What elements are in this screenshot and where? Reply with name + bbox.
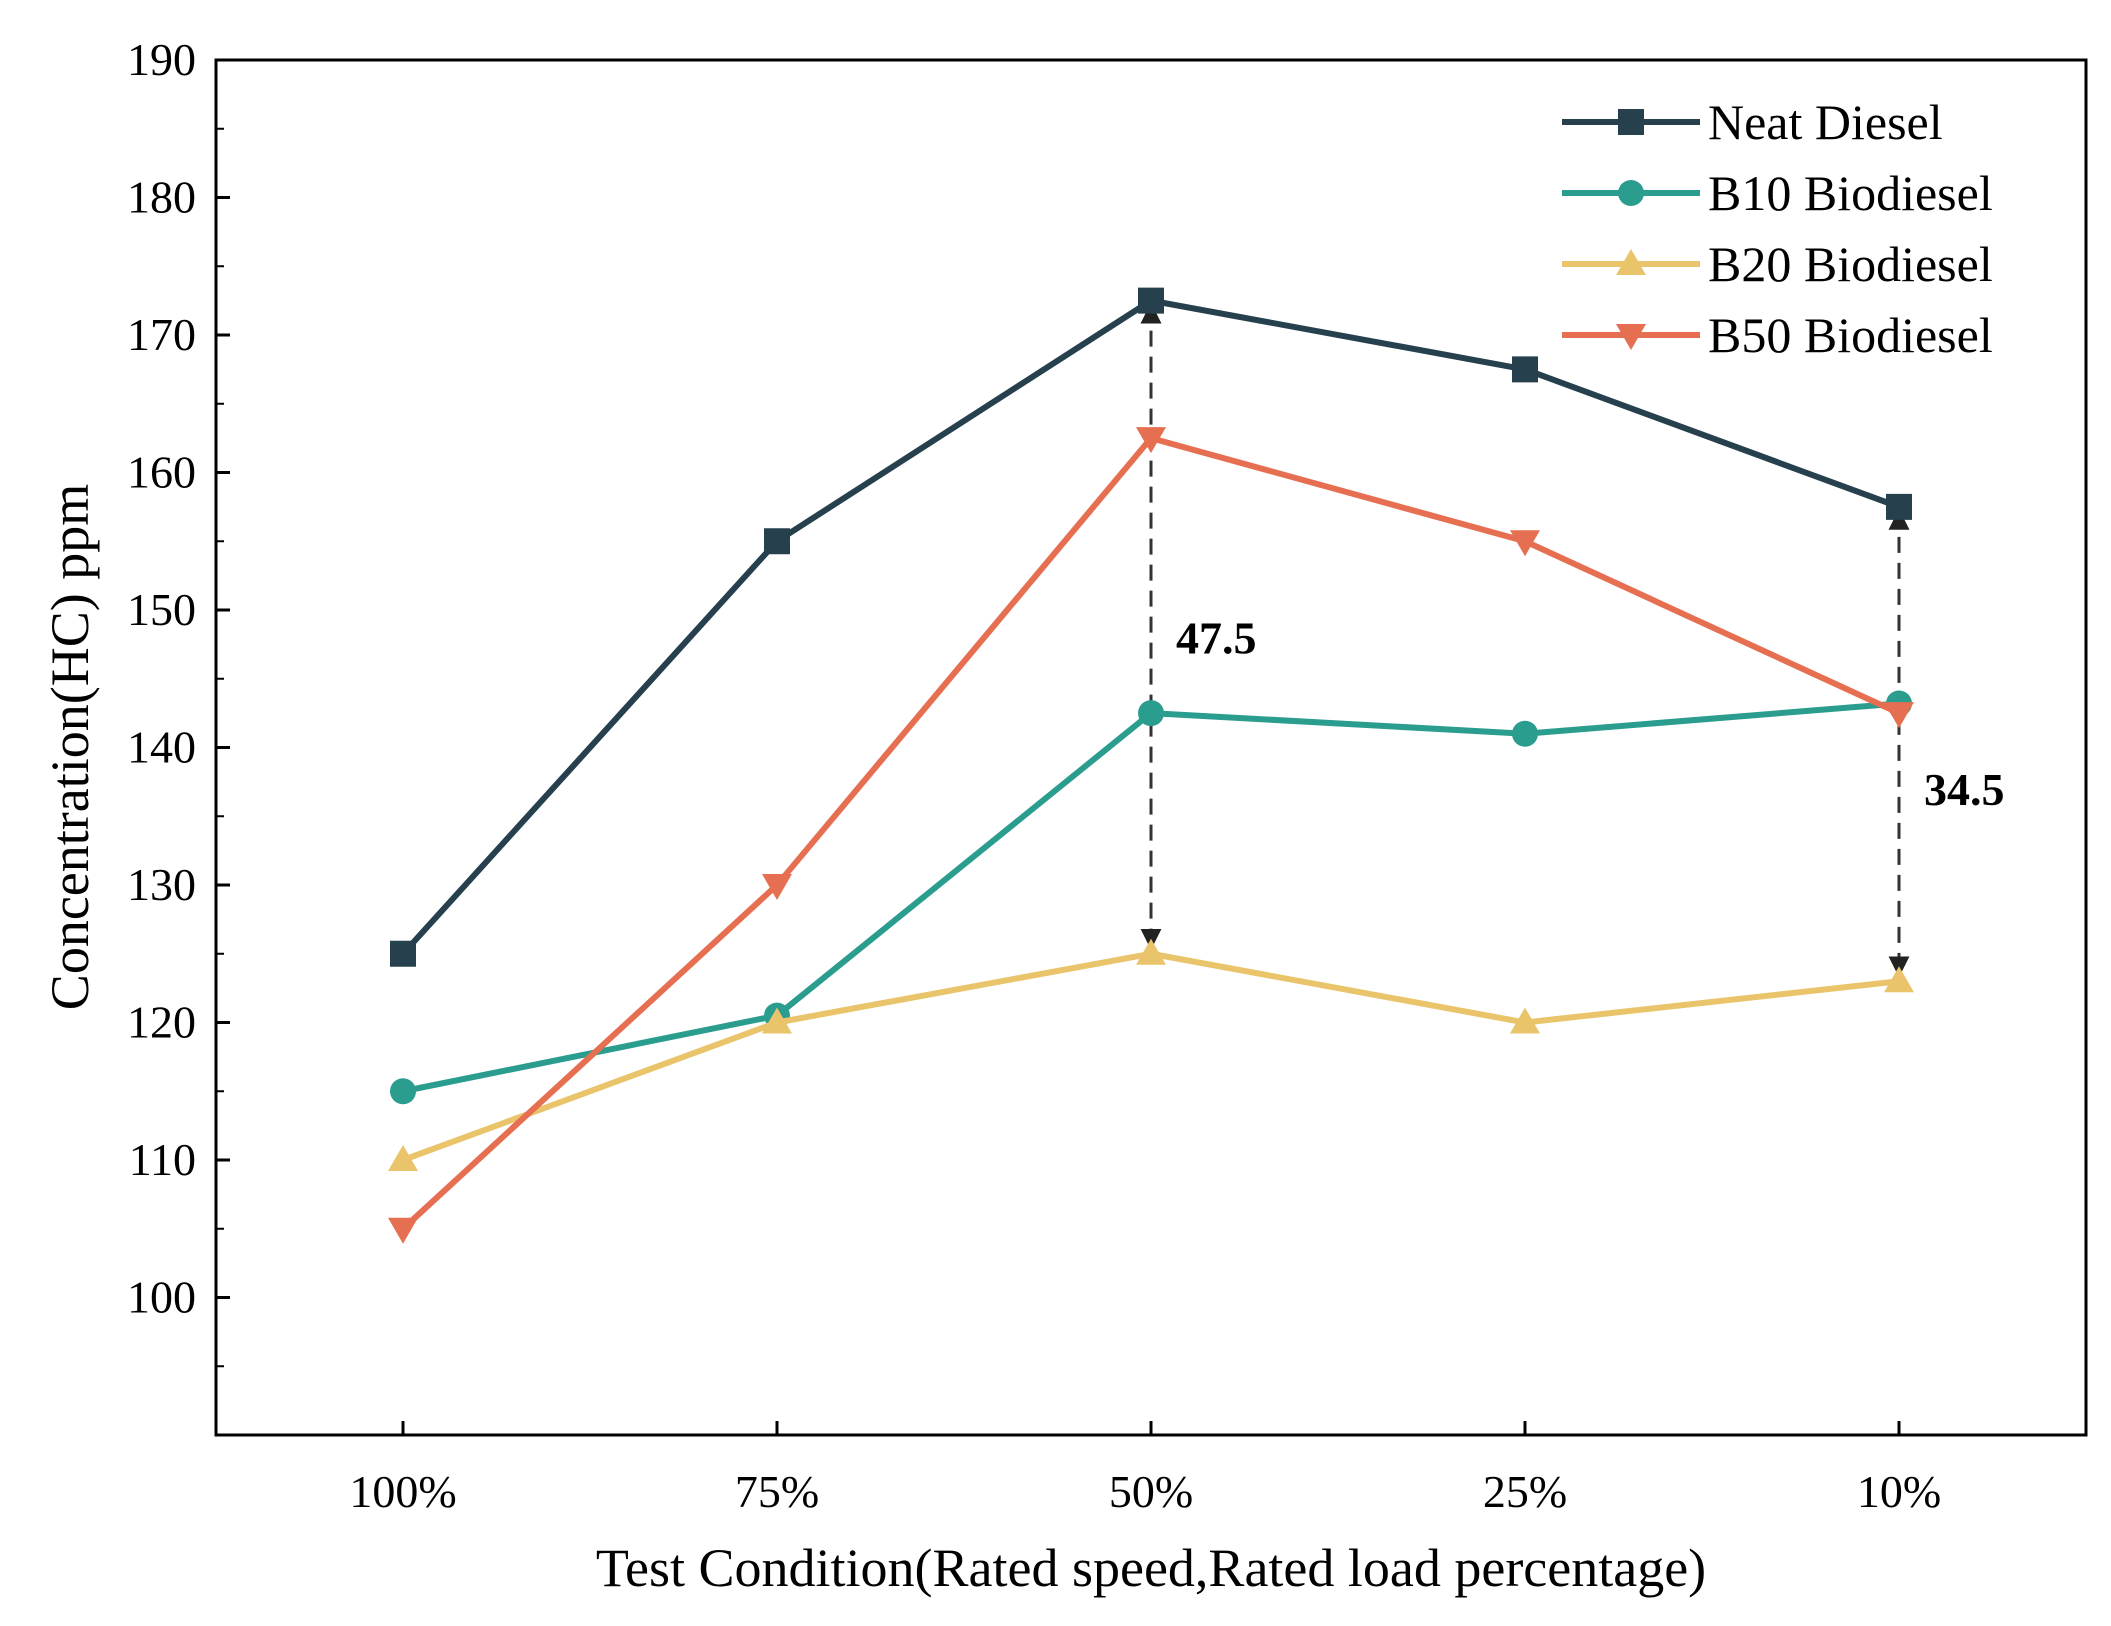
legend-label: B20 Biodiesel [1708,236,1993,292]
series-neat-diesel [390,287,1912,967]
x-tick-label: 100% [349,1466,456,1517]
data-point [1512,720,1538,747]
legend-item: B50 Biodiesel [1562,307,1993,363]
data-point [1884,966,1914,993]
data-point [390,940,416,967]
x-axis: 100% 75% 50% 25% 10% [349,1421,1941,1517]
data-point [762,874,792,900]
data-point [390,1078,416,1105]
data-point [764,528,790,555]
data-point [1884,702,1914,729]
data-point [388,1145,418,1171]
data-point [1136,938,1166,965]
annotations: 47.5 34.5 [1140,302,2005,978]
legend: Neat Diesel B10 Biodiesel B20 Biodiesel B50… [1562,94,1993,363]
x-tick-label: 50% [1109,1466,1193,1517]
data-point [1886,493,1912,520]
series-layer [388,287,1914,1244]
legend-label: Neat Diesel [1708,94,1943,150]
y-tick-label: 130 [127,859,196,910]
y-tick-label: 180 [127,172,196,223]
y-tick-label: 170 [127,309,196,360]
x-tick-label: 25% [1483,1466,1567,1517]
y-tick-label: 190 [127,34,196,85]
difference-label: 47.5 [1176,613,1257,664]
y-axis: 100 110 120 130 140 150 160 170 180 190 [127,34,230,1368]
legend-item: Neat Diesel [1562,94,1943,150]
y-tick-label: 110 [129,1134,196,1185]
x-tick-label: 75% [735,1466,819,1517]
y-tick-label: 150 [127,584,196,635]
data-point [1136,427,1166,454]
legend-marker [1616,324,1646,350]
series-b20-biodiesel [388,938,1914,1171]
data-point [388,1217,418,1244]
data-point [1510,530,1540,557]
legend-item: B10 Biodiesel [1562,165,1993,221]
y-tick-label: 160 [127,447,196,498]
difference-label: 34.5 [1924,764,2005,815]
series-b50-biodiesel [388,427,1914,1244]
y-axis-title: Concentration(HC) ppm [40,484,100,1010]
y-tick-label: 140 [127,722,196,773]
series-line [401,950,1900,1163]
x-tick-label: 10% [1857,1466,1941,1517]
y-tick-label: 100 [127,1272,196,1323]
legend-marker [1616,249,1646,275]
legend-marker [1618,180,1644,206]
legend-label: B50 Biodiesel [1708,307,1993,363]
legend-label: B10 Biodiesel [1708,165,1993,221]
x-axis-title: Test Condition(Rated speed,Rated load pe… [596,1538,1706,1598]
legend-item: B20 Biodiesel [1562,236,1993,292]
y-tick-label: 120 [127,997,196,1048]
data-point [1138,700,1164,727]
data-point [1512,356,1538,383]
data-point [1138,287,1164,314]
legend-marker [1618,109,1644,135]
data-point [762,1007,792,1034]
data-point [1510,1007,1540,1034]
